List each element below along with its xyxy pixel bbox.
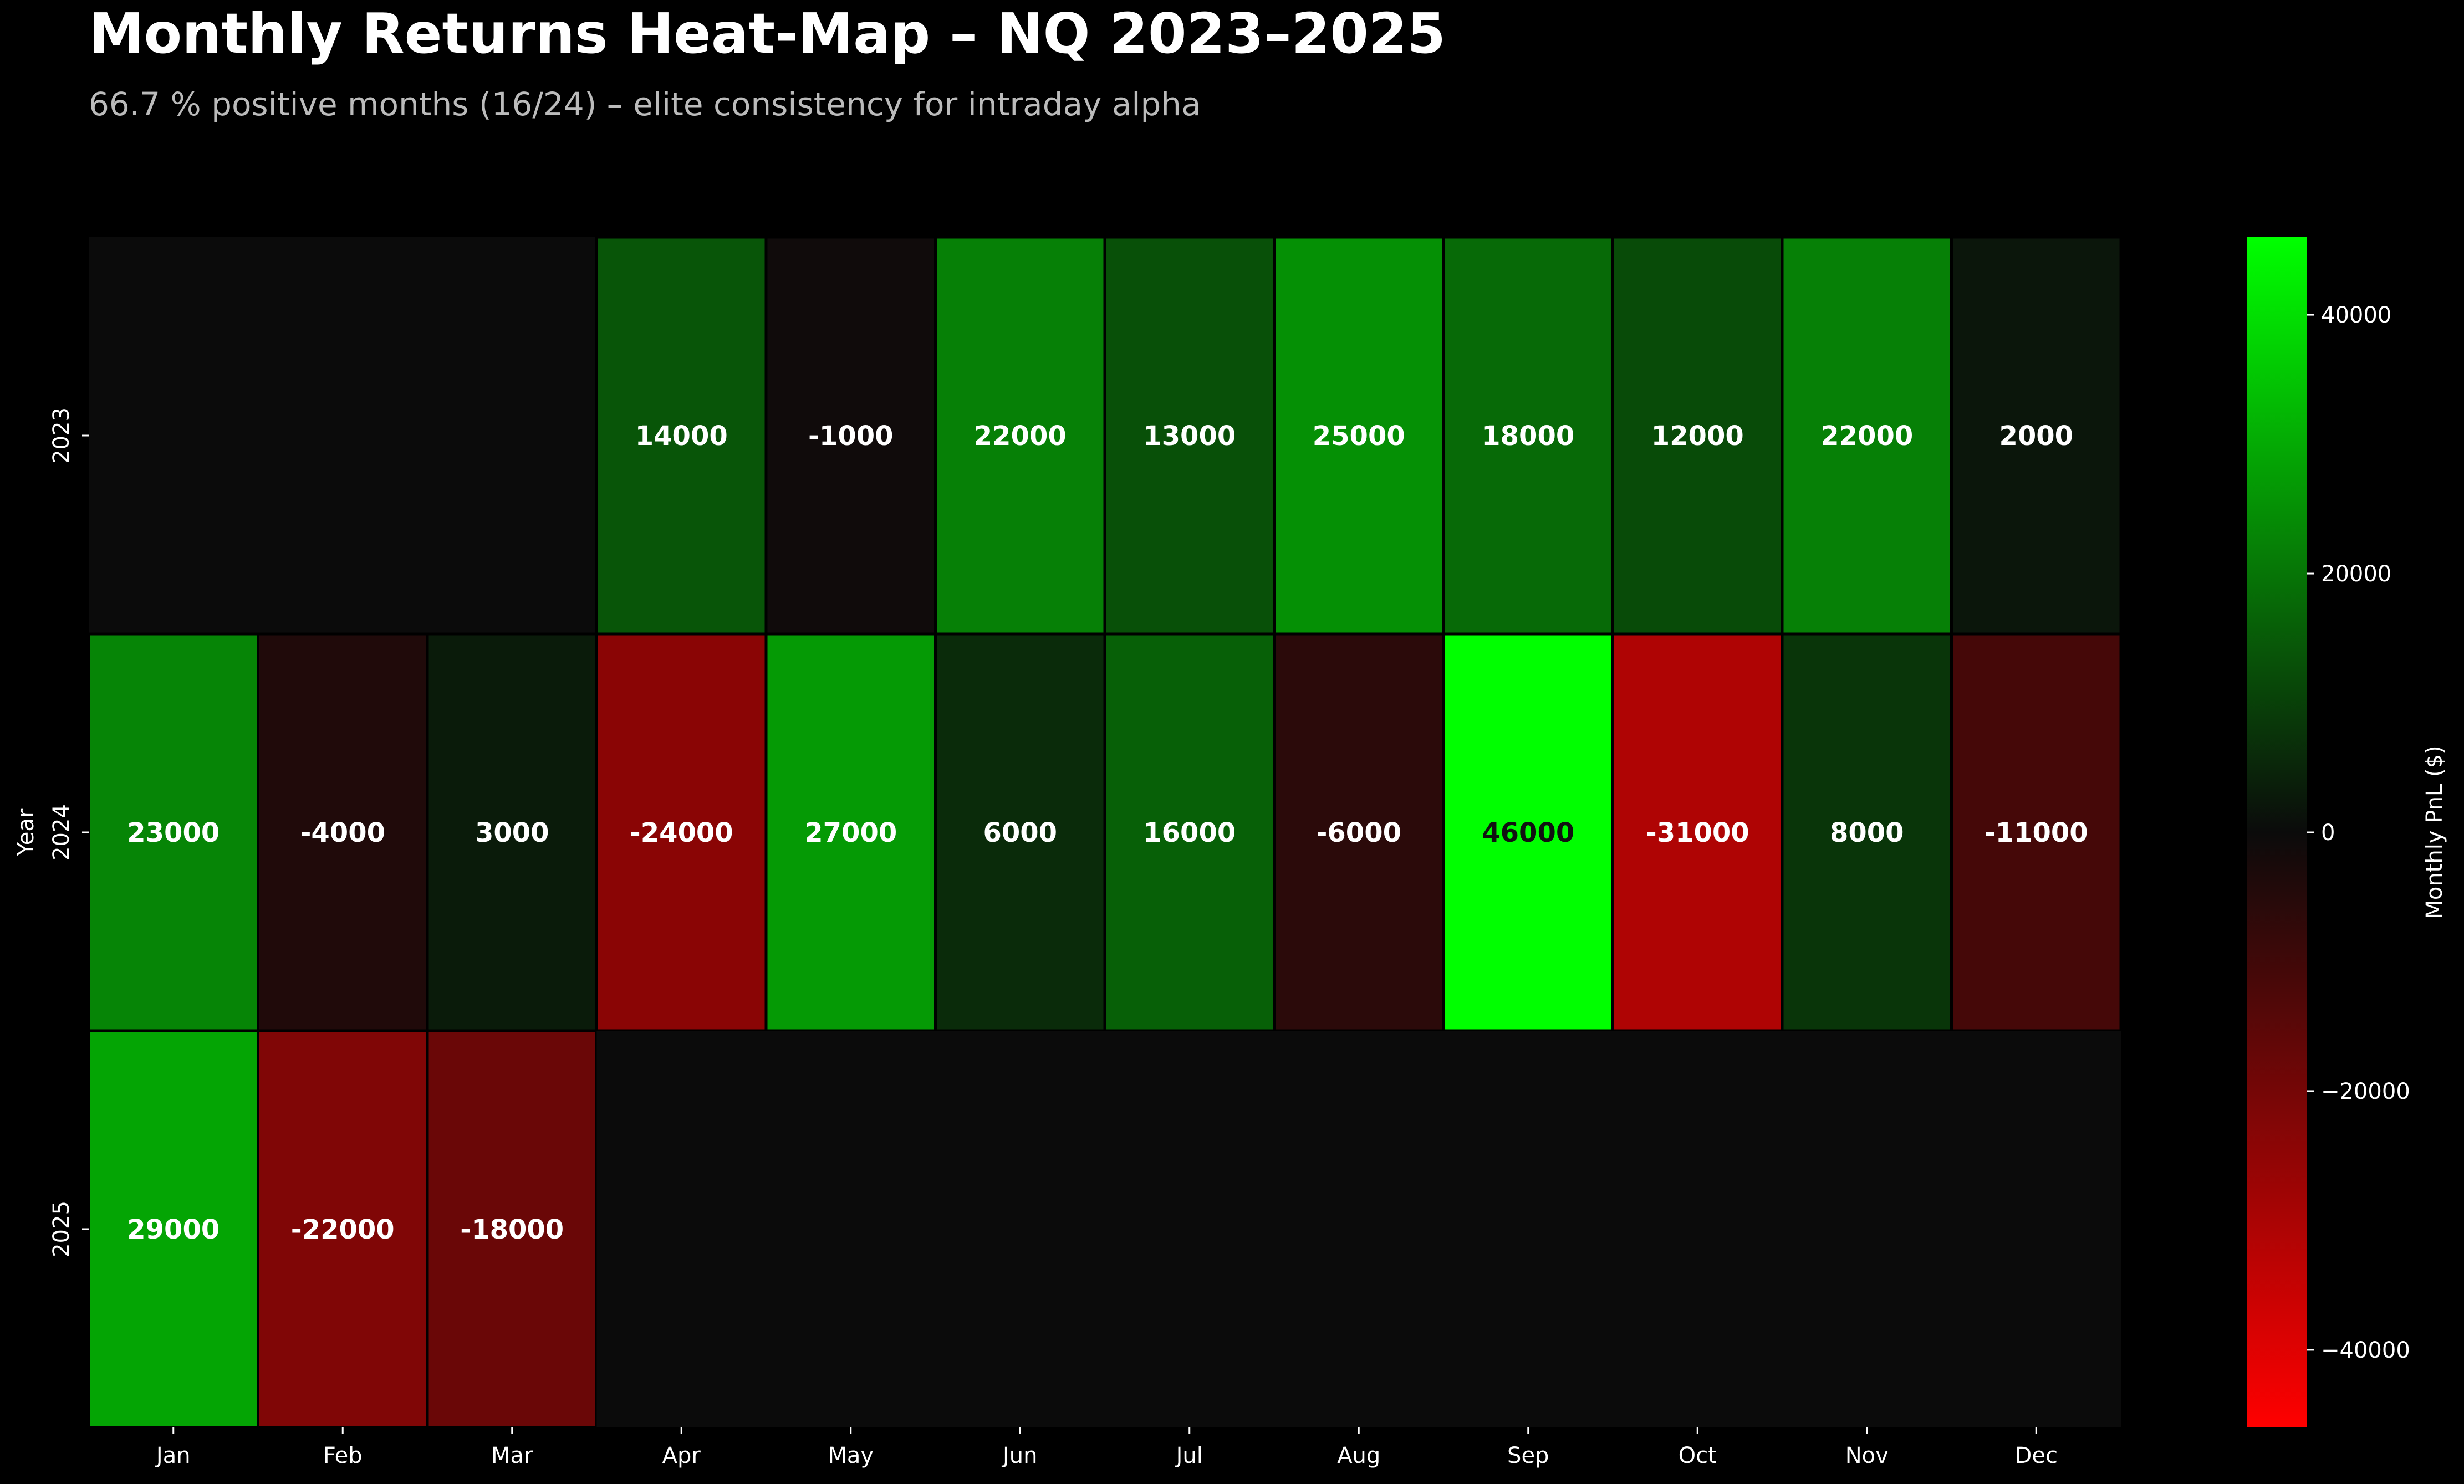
heatmap-cell [934,236,1106,636]
colorbar-tick-label: −40000 [2321,1338,2410,1363]
heatmap-cells [87,236,2123,1429]
chart-title: Monthly Returns Heat-Map – NQ 2023–2025 [89,1,1446,66]
cell-value-label: 2000 [1999,421,2073,452]
cell-value-label: 12000 [1651,421,1744,452]
heatmap-cell [1781,632,1953,1032]
colorbar-ticks: 40000 20000 0 −20000 −40000 [2307,303,2410,1363]
x-tick-label: Feb [323,1443,363,1468]
y-axis-label: Year [13,808,39,856]
heatmap-cell [1443,1031,1613,1427]
heatmap-cell [596,1031,766,1427]
heatmap-cell [87,1029,259,1429]
heatmap-cell [1611,632,1784,1032]
heatmap-cell [258,237,427,634]
heatmap-cell [935,1031,1105,1427]
cell-value-label: 14000 [635,421,728,452]
heatmap-cell [595,632,768,1032]
cell-value-label: 29000 [127,1214,220,1245]
x-tick-label: Dec [2015,1443,2058,1468]
x-tick-label: Jul [1175,1443,1203,1468]
heatmap-cell [595,236,768,636]
heatmap-cell [1781,236,1953,636]
heatmap-cell [764,632,937,1032]
y-tick-label: 2024 [49,804,74,861]
y-axis: 2023 2024 2025 [49,407,89,1257]
heatmap-cell [1105,1031,1274,1427]
heatmap-cell [87,632,259,1032]
cell-value-label: 18000 [1482,421,1574,452]
x-tick-label: Nov [1845,1443,1889,1468]
x-tick-label: Jan [155,1443,191,1468]
x-tick-label: Aug [1337,1443,1380,1468]
heatmap-cell [1442,632,1614,1032]
heatmap-cell [1273,236,1445,636]
heatmap-cell [1103,632,1276,1032]
x-tick-label: Jun [1001,1443,1038,1468]
cell-value-label: -24000 [630,817,733,848]
cell-value-label: -31000 [1646,817,1749,848]
cell-value-label: -1000 [808,421,894,452]
cell-value-label: 16000 [1143,817,1236,848]
y-tick-label: 2023 [49,407,74,464]
x-tick-label: Apr [662,1443,701,1468]
cell-value-label: -4000 [300,817,385,848]
x-tick-label: May [828,1443,874,1468]
x-axis: Jan Feb Mar Apr May Jun Jul Aug Sep Oct Nov Dec [155,1427,2058,1468]
heatmap-cell [1950,632,2123,1032]
heatmap-cell [89,237,258,634]
chart-subtitle: 66.7 % positive months (16/24) – elite c… [89,85,1201,123]
cell-value-label: 27000 [804,817,897,848]
colorbar-tick-label: 20000 [2321,561,2391,587]
cell-value-label: 8000 [1830,817,1904,848]
colorbar [2247,237,2307,1427]
heatmap-cell [764,236,937,636]
heatmap-cell [1613,1031,1782,1427]
heatmap-cell [1442,236,1614,636]
heatmap-value-labels: 14000 -1000 22000 13000 25000 18000 12000 22000… [127,421,2088,1245]
cell-value-label: 25000 [1313,421,1405,452]
cell-value-label: -11000 [1985,817,2088,848]
heatmap-cell [1951,1031,2121,1427]
cell-value-label: -6000 [1316,817,1401,848]
colorbar-tick-label: −20000 [2321,1079,2410,1104]
heatmap-cell [1274,1031,1443,1427]
y-tick-label: 2025 [49,1201,74,1257]
colorbar-tick-label: 0 [2321,820,2335,846]
cell-value-label: 23000 [127,817,220,848]
heatmap-cell [1103,236,1276,636]
heatmap-cell [766,1031,936,1427]
cell-value-label: 46000 [1482,817,1574,848]
x-tick-label: Oct [1679,1443,1717,1468]
cell-value-label: 13000 [1143,421,1236,452]
cell-value-label: -22000 [291,1214,395,1245]
heatmap-cell [1273,632,1445,1032]
cell-value-label: 22000 [1820,421,1913,452]
cell-value-label: 6000 [983,817,1057,848]
colorbar-label: Monthly PnL ($) [2422,745,2447,919]
x-tick-label: Sep [1507,1443,1549,1468]
x-tick-label: Mar [491,1443,533,1468]
heatmap-cell [427,237,597,634]
colorbar-tick-label: 40000 [2321,303,2391,328]
cell-value-label: -18000 [460,1214,564,1245]
cell-value-label: 3000 [475,817,549,848]
heatmap-cell [257,1029,429,1429]
heatmap-cell [426,632,598,1032]
cell-value-label: 22000 [974,421,1067,452]
heatmap-cell [1782,1031,1952,1427]
